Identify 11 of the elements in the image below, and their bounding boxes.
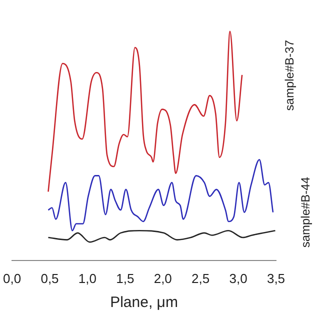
x-tick-label: 1,0 xyxy=(78,270,96,286)
x-tick-label: 1,5 xyxy=(116,270,134,286)
x-tick-label: 0,5 xyxy=(40,270,59,286)
x-tick-label: 3,5 xyxy=(266,270,286,286)
x-tick-label: 2,0 xyxy=(154,270,172,286)
text: sample#B-44 xyxy=(298,176,312,248)
x-axis-title: Plane, μm xyxy=(110,294,178,312)
x-tick-label: 3,0 xyxy=(229,270,248,286)
text: sample#B-37 xyxy=(282,40,296,111)
x-tick-label: 2,5 xyxy=(192,270,210,286)
x-tick-label: 0,0 xyxy=(2,270,22,286)
